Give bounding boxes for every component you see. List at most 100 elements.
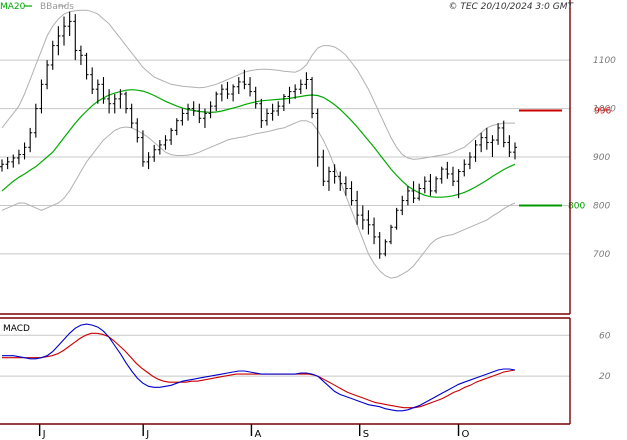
- price-bar: [11, 154, 16, 168]
- price-bar: [180, 108, 185, 126]
- price-bar: [496, 123, 501, 145]
- price-bar: [236, 77, 241, 95]
- x-tick-label: S: [363, 429, 369, 440]
- price-bar: [467, 152, 472, 170]
- macd-lines: [2, 323, 516, 412]
- price-bar: [428, 173, 433, 196]
- price-bar: [343, 176, 348, 196]
- price-bar: [304, 72, 309, 90]
- price-bar: [394, 207, 399, 230]
- x-tick-label: A: [254, 429, 261, 440]
- price-bar: [366, 210, 371, 235]
- price-bar: [372, 217, 377, 245]
- price-bar: [281, 94, 286, 111]
- price-bar: [191, 101, 196, 116]
- price-bar: [360, 205, 365, 230]
- y-tick-label: 700: [593, 250, 610, 260]
- price-bar: [484, 127, 489, 150]
- price-bar: [84, 52, 89, 80]
- price-bar: [355, 190, 360, 225]
- price-bar: [197, 103, 202, 124]
- price-bar: [326, 166, 331, 191]
- moving-average: [1, 89, 516, 198]
- price-bar: [383, 239, 388, 257]
- price-bar: [388, 224, 393, 245]
- price-bar: [400, 195, 405, 216]
- price-bar: [411, 181, 416, 204]
- price-bar: [417, 183, 422, 201]
- price-bar: [90, 67, 95, 95]
- bollinger-bands: [1, 9, 516, 279]
- price-bar: [152, 144, 157, 162]
- price-bar: [157, 140, 162, 155]
- price-bar: [169, 127, 174, 145]
- price-bar: [276, 101, 281, 116]
- price-bar: [473, 140, 478, 162]
- price-bar: [107, 89, 112, 114]
- macd-y-tick-label: 60: [599, 331, 611, 341]
- bb-lower-line: [1, 120, 516, 279]
- price-bar: [310, 77, 315, 119]
- support-label: 800: [568, 201, 585, 211]
- price-bar: [332, 164, 337, 184]
- price-bar: [450, 166, 455, 187]
- price-bar: [377, 232, 382, 259]
- price-bar: [242, 69, 247, 90]
- price-bar: [219, 84, 224, 102]
- price-bar: [259, 98, 264, 128]
- price-bar: [39, 79, 44, 114]
- price-bar: [490, 135, 495, 157]
- price-bar: [293, 84, 298, 99]
- price-bar: [5, 157, 10, 170]
- price-bar: [287, 86, 292, 104]
- x-tick-label: O: [462, 429, 470, 440]
- price-bar: [501, 120, 506, 148]
- price-bar: [462, 159, 467, 177]
- price-bar: [248, 77, 253, 97]
- price-bar: [62, 16, 67, 46]
- price-bar: [225, 81, 230, 99]
- price-bar: [253, 86, 258, 109]
- resistance-label: 996: [594, 107, 611, 117]
- price-bar: [507, 135, 512, 157]
- price-bar: [513, 142, 517, 160]
- y-axis-labels: 700 800 900 1000 1100 20 60: [593, 56, 616, 382]
- price-bar: [270, 103, 275, 121]
- price-bar: [321, 149, 326, 187]
- price-bar: [112, 94, 117, 114]
- copyright-label: © TEC 20/10/2024 3:0 GMT: [448, 2, 574, 12]
- price-bar: [45, 60, 50, 90]
- y-tick-label: 900: [593, 153, 610, 163]
- y-tick-label: 1100: [593, 56, 616, 66]
- price-bar: [456, 169, 461, 199]
- price-bar: [214, 91, 219, 111]
- price-bar: [124, 91, 129, 114]
- price-bar: [202, 108, 207, 128]
- price-bar: [445, 161, 450, 179]
- price-bar: [0, 159, 4, 172]
- bb-legend-label: BBands: [40, 2, 74, 12]
- price-bar: [78, 45, 83, 65]
- price-bar: [264, 108, 269, 126]
- price-bar: [140, 130, 145, 167]
- price-bar: [315, 108, 320, 167]
- price-bar: [163, 135, 168, 150]
- price-bar: [118, 89, 123, 109]
- price-bar: [349, 181, 354, 206]
- price-bar: [33, 103, 38, 138]
- y-tick-label: 800: [593, 201, 610, 211]
- price-bar: [231, 84, 236, 102]
- price-bar: [56, 26, 61, 56]
- price-bar: [67, 11, 72, 36]
- price-bars: [0, 11, 517, 259]
- price-levels: 996 800: [519, 107, 611, 211]
- price-bar: [28, 127, 33, 153]
- price-bar: [129, 103, 134, 128]
- price-bar: [50, 40, 55, 70]
- price-bar: [479, 132, 484, 153]
- price-bar: [16, 149, 21, 165]
- price-bar: [338, 171, 343, 191]
- price-bar: [101, 77, 106, 104]
